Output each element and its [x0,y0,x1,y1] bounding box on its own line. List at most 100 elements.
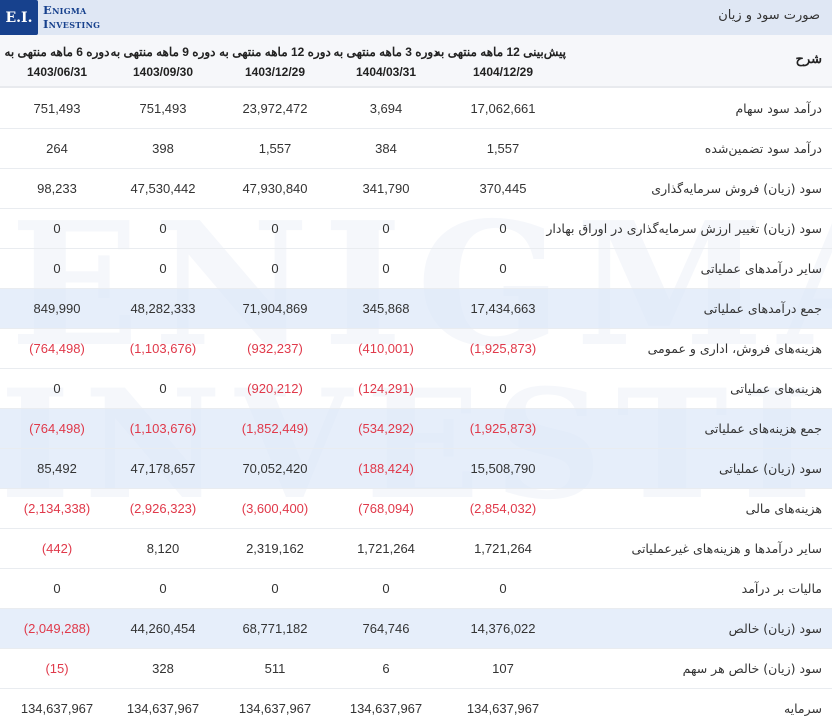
row-value: (768,094) [358,501,414,516]
logo-line2: Investing [43,17,101,31]
row-label: سود (زیان) عملیاتی [718,461,822,476]
row-value: (15) [45,661,69,676]
table-row: هزینه‌های عملیاتی 0 (124,291) (920,212) 0 0 [0,369,832,409]
row-value: 0 [382,221,390,236]
header-col-date: 1403/09/30 [132,65,194,79]
row-value: 2,319,162 [246,541,304,556]
row-value: 134,637,967 [349,701,423,716]
row-value: 751,493 [139,101,187,116]
row-value: (1,925,873) [469,421,537,436]
table-row: درآمد سود سهام 17,062,661 3,694 23,972,472 7… [0,89,832,129]
row-value: 8,120 [146,541,180,556]
row-label: درآمد سود سهام [735,101,822,116]
logo-mark: E.I. [0,0,38,35]
row-value: (764,498) [29,341,85,356]
row-value: 0 [499,381,507,396]
row-value: 17,062,661 [470,101,536,116]
row-value: 751,493 [33,101,81,116]
header-col-date: 1403/06/31 [26,65,88,79]
row-label: سود (زیان) خالص [728,621,822,636]
row-label: سود (زیان) تغییر ارزش سرمایه‌گذاری در او… [546,221,822,236]
row-value: 47,930,840 [242,181,308,196]
row-value: (932,237) [247,341,303,356]
row-value: 0 [499,221,507,236]
row-value: 47,178,657 [130,461,196,476]
table-row: سود (زیان) خالص 14,376,022 764,746 68,771,1… [0,609,832,649]
page-title: صورت سود و زیان [718,8,820,23]
header-col-3m: دوره 3 ماهه منتهی به 1404/03/31 [330,42,442,82]
row-value: 134,637,967 [466,701,540,716]
row-value: 134,637,967 [238,701,312,716]
row-value: 134,637,967 [126,701,200,716]
row-value: 0 [382,261,390,276]
row-value: (1,103,676) [129,341,197,356]
row-value: 70,052,420 [242,461,308,476]
row-value: (764,498) [29,421,85,436]
table-row: سایر درآمدها و هزینه‌های غیرعملیاتی 1,721… [0,529,832,569]
row-value: 0 [271,221,279,236]
row-value: 107 [492,661,514,676]
row-value: (2,049,288) [23,621,91,636]
header-col-date: 1404/03/31 [355,65,417,79]
header-col-date: 1404/12/29 [472,65,534,79]
header-col-12m: دوره 12 ماهه منتهی به 1403/12/29 [218,42,332,82]
row-value: (534,292) [358,421,414,436]
row-value: (124,291) [358,381,414,396]
row-value: 3,694 [369,101,403,116]
row-value: (442) [41,541,73,556]
row-value: 85,492 [37,461,77,476]
row-label: سایر درآمدها و هزینه‌های غیرعملیاتی [631,541,822,556]
row-label: هزینه‌های فروش، اداری و عمومی [647,341,822,356]
row-value: 341,790 [362,181,410,196]
logo-text: Enigma Investing [38,0,100,35]
table-row: درآمد سود تضمین‌شده 1,557 384 1,557 398 264 [0,129,832,169]
row-value: 1,721,264 [474,541,532,556]
header-col-title: دوره 12 ماهه منتهی به [219,45,331,59]
row-label: هزینه‌های مالی [745,501,822,516]
row-label: جمع هزینه‌های عملیاتی [704,421,822,436]
row-value: 764,746 [362,621,410,636]
row-value: 44,260,454 [130,621,196,636]
row-value: 0 [159,221,167,236]
table-row: مالیات بر درآمد 0 0 0 0 0 [0,569,832,609]
row-value: (410,001) [358,341,414,356]
table-row: هزینه‌های فروش، اداری و عمومی (1,925,873)… [0,329,832,369]
table-row: جمع هزینه‌های عملیاتی (1,925,873) (534,292… [0,409,832,449]
row-value: 384 [375,141,397,156]
header-col-6m: دوره 6 ماهه منتهی به 1403/06/31 [0,42,114,82]
row-value: 14,376,022 [470,621,536,636]
row-value: 0 [53,261,61,276]
row-value: 0 [159,581,167,596]
row-value: 47,530,442 [130,181,196,196]
row-value: 1,721,264 [357,541,415,556]
row-value: 370,445 [479,181,527,196]
row-value: 134,637,967 [20,701,94,716]
row-label: درآمد سود تضمین‌شده [704,141,822,156]
row-value: 0 [271,581,279,596]
row-value: (188,424) [358,461,414,476]
row-label: سود (زیان) فروش سرمایه‌گذاری [651,181,822,196]
row-value: (3,600,400) [241,501,309,516]
table-row: سود (زیان) فروش سرمایه‌گذاری 370,445 341,7… [0,169,832,209]
header-col-9m: دوره 9 ماهه منتهی به 1403/09/30 [108,42,218,82]
row-value: (920,212) [247,381,303,396]
table-row: جمع درآمدهای عملیاتی 17,434,663 345,868 71,… [0,289,832,329]
table-header: شرح پیش‌بینی 12 ماهه منتهی به 1404/12/29… [0,35,832,88]
table-row: سود (زیان) خالص هر سهم 107 6 511 328 (15) [0,649,832,689]
table-row: سایر درآمدهای عملیاتی 0 0 0 0 0 [0,249,832,289]
row-value: 0 [53,581,61,596]
header-col-title: دوره 3 ماهه منتهی به [333,45,439,59]
logo-line1: Enigma [43,3,87,17]
row-label: سود (زیان) خالص هر سهم [682,661,822,676]
row-value: 264 [46,141,68,156]
row-value: 0 [499,261,507,276]
row-value: 511 [264,661,286,676]
row-value: 345,868 [362,301,410,316]
header-label: شرح [795,51,822,66]
row-value: 23,972,472 [242,101,308,116]
row-value: 17,434,663 [470,301,536,316]
row-value: 68,771,182 [242,621,308,636]
header-col-forecast-12m: پیش‌بینی 12 ماهه منتهی به 1404/12/29 [435,42,566,82]
brand-logo: E.I. Enigma Investing [0,0,126,35]
row-label: سایر درآمدهای عملیاتی [700,261,822,276]
